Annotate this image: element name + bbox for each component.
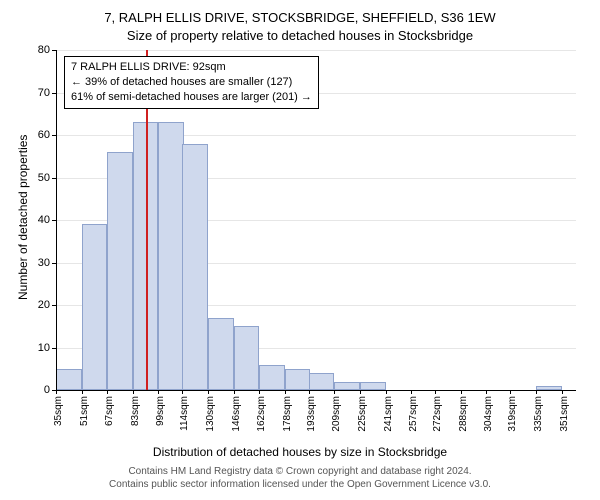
x-tick-label: 225sqm [357, 396, 368, 446]
histogram-bar [360, 382, 386, 391]
chart-footer: Contains HM Land Registry data © Crown c… [0, 465, 600, 491]
y-tick-label: 30 [26, 257, 50, 269]
y-axis-line [56, 50, 57, 390]
chart-title: 7, RALPH ELLIS DRIVE, STOCKSBRIDGE, SHEF… [0, 10, 600, 25]
histogram-bar [182, 144, 208, 391]
histogram-bar [285, 369, 311, 390]
x-tick-label: 67sqm [104, 396, 115, 446]
x-tick-label: 99sqm [155, 396, 166, 446]
x-tick-label: 178sqm [282, 396, 293, 446]
x-tick-label: 335sqm [533, 396, 544, 446]
histogram-bar [309, 373, 335, 390]
y-tick-label: 40 [26, 214, 50, 226]
y-tick-label: 50 [26, 172, 50, 184]
x-tick-label: 35sqm [53, 396, 64, 446]
annotation-line-1: 7 RALPH ELLIS DRIVE: 92sqm [71, 60, 312, 75]
histogram-bar [82, 224, 108, 390]
histogram-bar [158, 122, 184, 390]
histogram-bar [107, 152, 133, 390]
histogram-bar [56, 369, 82, 390]
x-tick-label: 351sqm [559, 396, 570, 446]
histogram-bar [234, 326, 260, 390]
x-axis-label: Distribution of detached houses by size … [0, 445, 600, 459]
y-tick-label: 10 [26, 342, 50, 354]
annotation-box: 7 RALPH ELLIS DRIVE: 92sqm ← 39% of deta… [64, 56, 319, 109]
y-tick-label: 60 [26, 129, 50, 141]
x-tick-label: 51sqm [79, 396, 90, 446]
x-tick-label: 193sqm [306, 396, 317, 446]
x-tick-label: 162sqm [256, 396, 267, 446]
x-tick-label: 241sqm [383, 396, 394, 446]
histogram-bar [259, 365, 285, 391]
x-tick-label: 209sqm [331, 396, 342, 446]
y-tick-label: 80 [26, 44, 50, 56]
x-axis-line [56, 390, 576, 391]
histogram-bar [208, 318, 234, 390]
x-tick-label: 272sqm [432, 396, 443, 446]
x-tick-label: 319sqm [507, 396, 518, 446]
x-tick-label: 130sqm [205, 396, 216, 446]
y-tick-label: 0 [26, 384, 50, 396]
annotation-line-3: 61% of semi-detached houses are larger (… [71, 90, 312, 105]
histogram-bar [334, 382, 360, 391]
footer-line-1: Contains HM Land Registry data © Crown c… [0, 465, 600, 478]
x-tick-label: 304sqm [483, 396, 494, 446]
gridline [56, 50, 576, 51]
x-tick-label: 257sqm [408, 396, 419, 446]
y-tick-label: 70 [26, 87, 50, 99]
annotation-line-2: ← 39% of detached houses are smaller (12… [71, 75, 312, 90]
chart-subtitle: Size of property relative to detached ho… [0, 28, 600, 43]
x-tick-label: 288sqm [458, 396, 469, 446]
x-tick-label: 114sqm [179, 396, 190, 446]
footer-line-2: Contains public sector information licen… [0, 478, 600, 491]
x-tick-label: 146sqm [231, 396, 242, 446]
y-tick-label: 20 [26, 299, 50, 311]
x-tick-label: 83sqm [130, 396, 141, 446]
